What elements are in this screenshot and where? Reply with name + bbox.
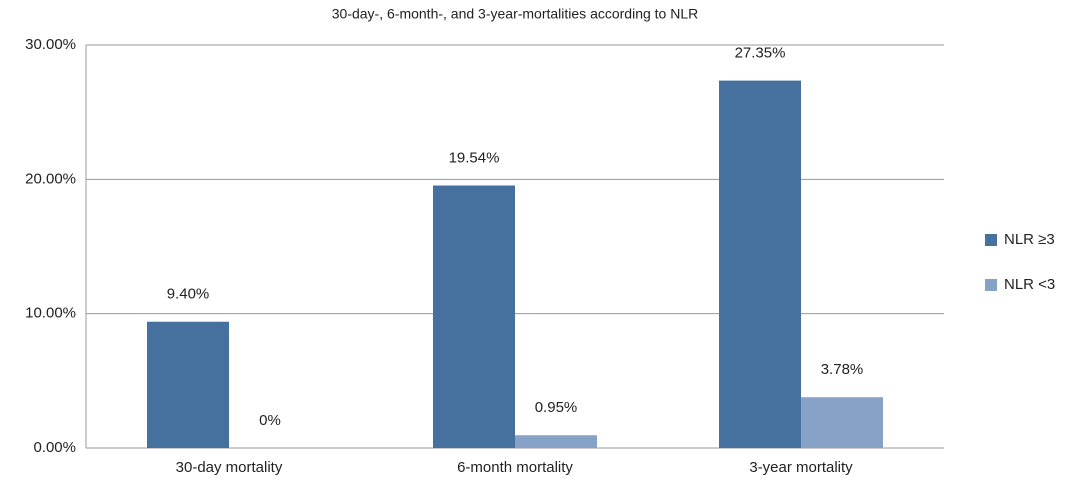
legend-swatch [985,279,997,291]
value-label: 0.95% [535,399,578,416]
x-tick-label: 30-day mortality [176,459,283,476]
legend-label: NLR ≥3 [1004,231,1055,248]
legend-label: NLR <3 [1004,276,1055,293]
chart-title: 30-day-, 6-month-, and 3-year-mortalitie… [332,6,699,22]
x-tick-label: 6-month mortality [457,459,573,476]
bar [433,185,515,448]
y-tick-label: 10.00% [25,305,76,322]
y-tick-label: 0.00% [33,439,76,456]
x-tick-label: 3-year mortality [749,459,853,476]
value-label: 19.54% [449,149,500,166]
value-label: 27.35% [735,45,786,62]
y-tick-label: 30.00% [25,36,76,53]
value-label: 9.40% [167,286,210,303]
value-label: 3.78% [821,361,864,378]
bar [147,321,229,448]
value-label: 0% [259,412,281,429]
bar [515,435,597,448]
bar [801,397,883,448]
bar [719,80,801,449]
y-tick-label: 20.00% [25,170,76,187]
legend-swatch [985,234,997,246]
